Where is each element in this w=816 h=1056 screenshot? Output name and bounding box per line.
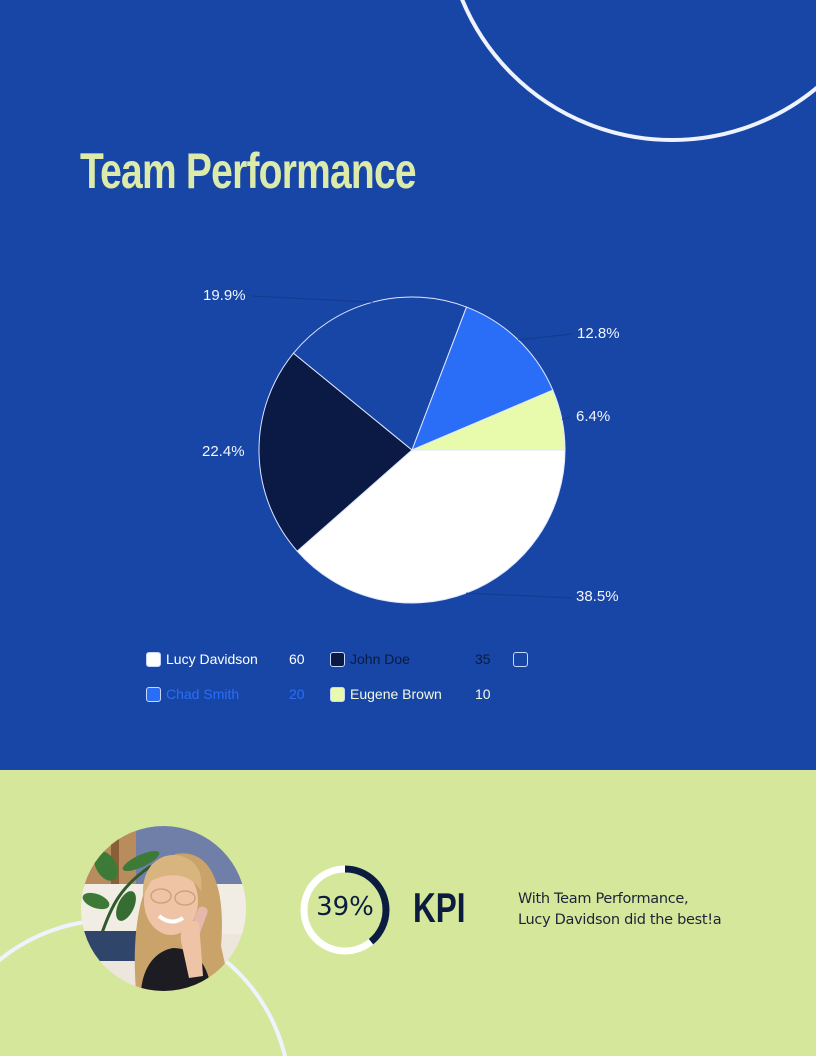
- pie-label-chad: 12.8%: [577, 325, 620, 342]
- profile-photo: [81, 826, 246, 991]
- kpi-description-line1: With Team Performance,: [518, 891, 689, 907]
- legend-swatch: [330, 651, 345, 667]
- kpi-progress-ring: [300, 865, 390, 955]
- legend-label: John Doe: [350, 651, 410, 667]
- legend-item-chad[interactable]: Chad Smith 20: [146, 685, 329, 703]
- legend-label: Chad Smith: [166, 686, 240, 702]
- kpi-percent: 39%: [316, 892, 374, 922]
- pie-slice: [411, 306, 554, 451]
- kpi-description-line2: Lucy Davidson did the best!a: [518, 912, 722, 928]
- pie-label-john: 22.4%: [202, 443, 245, 460]
- pie-chart: [251, 295, 573, 604]
- pie-slice: [292, 296, 468, 451]
- pie-leader-lines: [251, 295, 573, 599]
- legend-value: 20: [289, 686, 305, 702]
- legend-value: 60: [289, 651, 305, 667]
- pie-slices: [258, 296, 566, 604]
- pie-slice: [411, 389, 566, 451]
- person-photo-icon: [81, 826, 246, 991]
- legend-item-lucy[interactable]: Lucy Davidson 60: [146, 650, 329, 668]
- kpi-description: With Team Performance, Lucy Davidson did…: [518, 889, 722, 931]
- legend-swatch: [146, 651, 161, 667]
- legend-item-eugene[interactable]: Eugene Brown 10: [330, 685, 515, 703]
- pie-slice: [258, 352, 413, 552]
- pie-label-eugene: 6.4%: [576, 408, 611, 425]
- page-title: Team Performance: [80, 143, 417, 199]
- legend-swatch: [146, 686, 161, 702]
- legend-item-john[interactable]: John Doe 35: [330, 650, 515, 668]
- legend-label: Eugene Brown: [350, 686, 442, 702]
- legend-value: 10: [475, 686, 491, 702]
- legend-swatch: [330, 686, 345, 702]
- legend-item-unnamed[interactable]: [513, 650, 698, 668]
- pie-label-lucy: 38.5%: [576, 588, 619, 605]
- legend-label: Lucy Davidson: [166, 651, 258, 667]
- legend-value: 35: [475, 651, 491, 667]
- kpi-label: KPI: [413, 884, 466, 931]
- pie-label-unnamed: 19.9%: [203, 287, 246, 304]
- legend-swatch: [513, 651, 528, 667]
